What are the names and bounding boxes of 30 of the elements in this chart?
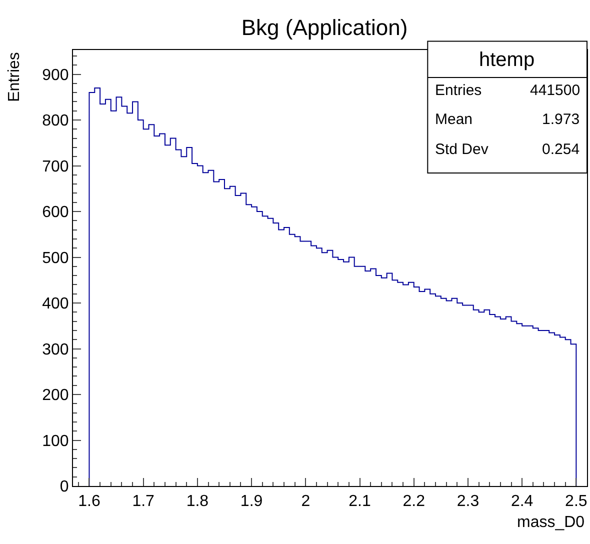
x-tick-label: 2.2 (402, 493, 426, 510)
x-tick-label: 1.6 (78, 493, 100, 510)
y-tick-label: 900 (42, 66, 69, 84)
annotation: 441500 (530, 82, 580, 99)
x-tick-label: 1.8 (186, 493, 209, 510)
y-tick-label: 100 (42, 432, 69, 450)
y-tick-label: 700 (42, 158, 69, 176)
annotation: 0.254 (542, 141, 580, 158)
y-tick-label: 500 (42, 250, 69, 267)
y-axis-title: Entries (6, 52, 23, 102)
x-tick-label: 2.4 (510, 493, 534, 510)
annotation: Std Dev (435, 141, 489, 158)
x-tick-label: 1.7 (132, 493, 155, 510)
x-tick-label: 1.9 (240, 493, 263, 510)
x-tick-label: 2.3 (456, 493, 480, 510)
y-tick-label: 600 (42, 204, 69, 222)
annotation: Entries (435, 82, 482, 99)
x-axis-title: mass_D0 (517, 514, 585, 531)
y-tick-label: 200 (42, 387, 69, 404)
chart-title: Bkg (Application) (241, 14, 408, 40)
y-tick-label: 0 (60, 478, 69, 496)
y-tick-label: 400 (42, 296, 69, 313)
annotation: htemp (479, 49, 535, 71)
y-tick-label: 800 (42, 112, 69, 130)
annotation: Mean (435, 111, 473, 128)
x-tick-label: 2 (301, 493, 310, 510)
x-tick-label: 2.1 (348, 493, 371, 510)
annotation: 1.973 (542, 111, 580, 128)
y-tick-label: 300 (42, 341, 69, 358)
x-tick-label: 2.5 (565, 493, 588, 510)
